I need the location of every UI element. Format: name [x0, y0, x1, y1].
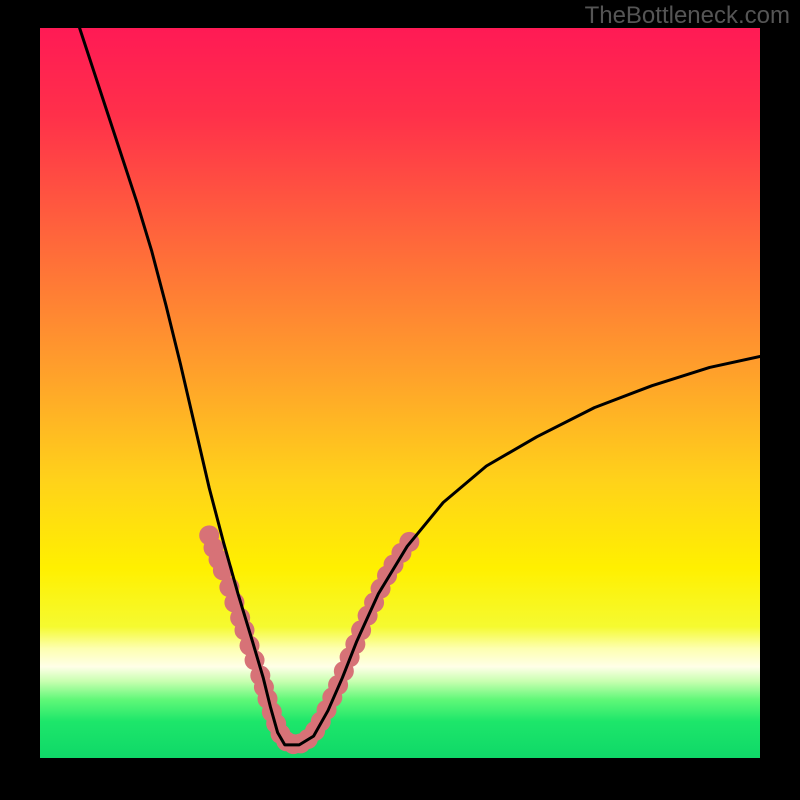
chart-frame: { "watermark": "TheBottleneck.com", "wat…	[0, 0, 800, 800]
chart-svg	[40, 28, 760, 758]
plot-area	[40, 28, 760, 758]
gradient-background	[40, 28, 760, 758]
watermark-text: TheBottleneck.com	[585, 2, 790, 30]
